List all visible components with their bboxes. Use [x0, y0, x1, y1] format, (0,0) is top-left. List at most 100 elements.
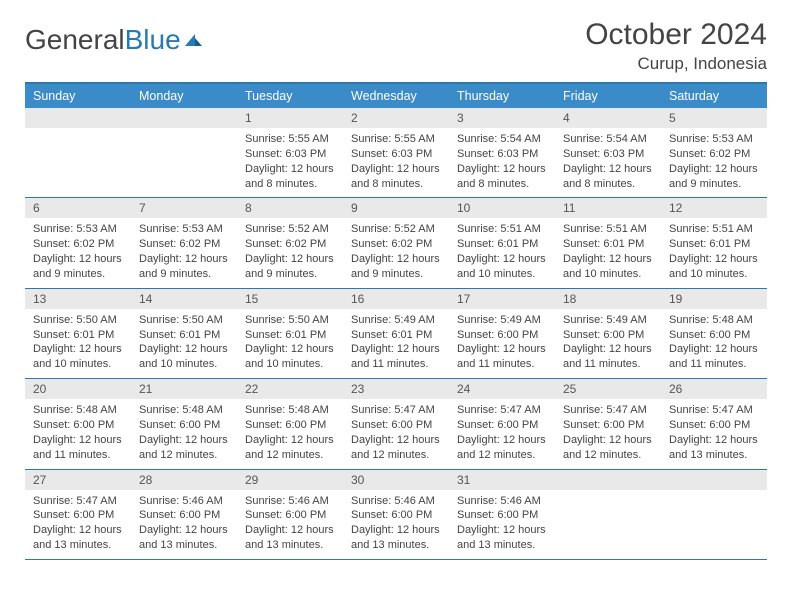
weekday-header: Friday — [555, 84, 661, 108]
day-content: Sunrise: 5:52 AMSunset: 6:02 PMDaylight:… — [343, 218, 449, 287]
day-content — [661, 490, 767, 500]
day-line: Daylight: 12 hours — [457, 162, 547, 177]
day-line: and 13 minutes. — [669, 448, 759, 463]
header: GeneralBlue October 2024 Curup, Indonesi… — [25, 18, 767, 74]
day-cell: 8Sunrise: 5:52 AMSunset: 6:02 PMDaylight… — [237, 198, 343, 287]
day-content: Sunrise: 5:54 AMSunset: 6:03 PMDaylight:… — [449, 128, 555, 197]
day-cell: 4Sunrise: 5:54 AMSunset: 6:03 PMDaylight… — [555, 108, 661, 197]
day-line: Sunrise: 5:49 AM — [563, 313, 653, 328]
day-line: Sunset: 6:03 PM — [563, 147, 653, 162]
day-cell — [661, 470, 767, 559]
day-line: Sunset: 6:00 PM — [457, 418, 547, 433]
day-line: and 9 minutes. — [139, 267, 229, 282]
day-number: 13 — [25, 289, 131, 309]
weeks-container: 1Sunrise: 5:55 AMSunset: 6:03 PMDaylight… — [25, 108, 767, 560]
day-number: 18 — [555, 289, 661, 309]
day-line: Sunrise: 5:47 AM — [563, 403, 653, 418]
day-line: Sunrise: 5:47 AM — [33, 494, 123, 509]
week-row: 1Sunrise: 5:55 AMSunset: 6:03 PMDaylight… — [25, 108, 767, 198]
day-line: Sunset: 6:00 PM — [563, 328, 653, 343]
day-number: 20 — [25, 379, 131, 399]
day-cell: 2Sunrise: 5:55 AMSunset: 6:03 PMDaylight… — [343, 108, 449, 197]
day-line: Sunrise: 5:47 AM — [457, 403, 547, 418]
day-line: and 10 minutes. — [33, 357, 123, 372]
day-line: Sunset: 6:01 PM — [669, 237, 759, 252]
day-content: Sunrise: 5:47 AMSunset: 6:00 PMDaylight:… — [449, 399, 555, 468]
day-number: 17 — [449, 289, 555, 309]
day-line: Sunrise: 5:50 AM — [33, 313, 123, 328]
day-number: 11 — [555, 198, 661, 218]
day-number: 12 — [661, 198, 767, 218]
day-line: Sunrise: 5:47 AM — [351, 403, 441, 418]
day-line: Sunset: 6:00 PM — [563, 418, 653, 433]
day-line: and 9 minutes. — [351, 267, 441, 282]
day-number: 16 — [343, 289, 449, 309]
day-cell: 16Sunrise: 5:49 AMSunset: 6:01 PMDayligh… — [343, 289, 449, 378]
day-number: 8 — [237, 198, 343, 218]
day-number: 26 — [661, 379, 767, 399]
day-line: and 11 minutes. — [669, 357, 759, 372]
day-line: Sunset: 6:00 PM — [245, 508, 335, 523]
day-cell: 31Sunrise: 5:46 AMSunset: 6:00 PMDayligh… — [449, 470, 555, 559]
brand-logo: GeneralBlue — [25, 18, 203, 56]
day-number: 1 — [237, 108, 343, 128]
day-line: Daylight: 12 hours — [563, 162, 653, 177]
day-line: Sunset: 6:01 PM — [351, 328, 441, 343]
day-line: Daylight: 12 hours — [563, 433, 653, 448]
day-line: Sunset: 6:02 PM — [33, 237, 123, 252]
day-line: and 13 minutes. — [245, 538, 335, 553]
day-line: Sunrise: 5:53 AM — [33, 222, 123, 237]
day-line: Daylight: 12 hours — [351, 342, 441, 357]
day-number — [25, 108, 131, 128]
day-number: 2 — [343, 108, 449, 128]
day-cell: 27Sunrise: 5:47 AMSunset: 6:00 PMDayligh… — [25, 470, 131, 559]
logo-triangle-icon — [183, 30, 203, 50]
day-line: and 12 minutes. — [139, 448, 229, 463]
day-line: Daylight: 12 hours — [139, 523, 229, 538]
day-line: Sunrise: 5:48 AM — [669, 313, 759, 328]
day-line: Sunset: 6:01 PM — [139, 328, 229, 343]
day-line: Daylight: 12 hours — [33, 342, 123, 357]
day-line: Daylight: 12 hours — [139, 342, 229, 357]
day-content: Sunrise: 5:51 AMSunset: 6:01 PMDaylight:… — [449, 218, 555, 287]
day-line: Sunrise: 5:52 AM — [351, 222, 441, 237]
day-line: Daylight: 12 hours — [669, 433, 759, 448]
day-line: Sunrise: 5:54 AM — [563, 132, 653, 147]
day-cell: 26Sunrise: 5:47 AMSunset: 6:00 PMDayligh… — [661, 379, 767, 468]
day-line: Daylight: 12 hours — [33, 433, 123, 448]
day-line: and 9 minutes. — [669, 177, 759, 192]
day-cell: 29Sunrise: 5:46 AMSunset: 6:00 PMDayligh… — [237, 470, 343, 559]
day-line: Sunset: 6:01 PM — [563, 237, 653, 252]
day-line: Sunrise: 5:54 AM — [457, 132, 547, 147]
day-number: 31 — [449, 470, 555, 490]
day-cell: 13Sunrise: 5:50 AMSunset: 6:01 PMDayligh… — [25, 289, 131, 378]
week-row: 20Sunrise: 5:48 AMSunset: 6:00 PMDayligh… — [25, 379, 767, 469]
day-line: Daylight: 12 hours — [245, 252, 335, 267]
day-content: Sunrise: 5:50 AMSunset: 6:01 PMDaylight:… — [25, 309, 131, 378]
day-line: Daylight: 12 hours — [139, 433, 229, 448]
day-line: Sunrise: 5:53 AM — [669, 132, 759, 147]
day-line: and 13 minutes. — [139, 538, 229, 553]
day-line: Daylight: 12 hours — [457, 523, 547, 538]
day-content: Sunrise: 5:53 AMSunset: 6:02 PMDaylight:… — [131, 218, 237, 287]
day-line: Sunrise: 5:46 AM — [245, 494, 335, 509]
day-content: Sunrise: 5:49 AMSunset: 6:00 PMDaylight:… — [555, 309, 661, 378]
day-line: Sunset: 6:02 PM — [351, 237, 441, 252]
day-line: Daylight: 12 hours — [245, 433, 335, 448]
day-line: Sunset: 6:02 PM — [139, 237, 229, 252]
day-content: Sunrise: 5:46 AMSunset: 6:00 PMDaylight:… — [449, 490, 555, 559]
day-number: 24 — [449, 379, 555, 399]
day-content — [555, 490, 661, 500]
day-line: and 8 minutes. — [245, 177, 335, 192]
day-number: 22 — [237, 379, 343, 399]
day-line: Sunrise: 5:50 AM — [245, 313, 335, 328]
day-number — [661, 470, 767, 490]
day-number: 7 — [131, 198, 237, 218]
location-label: Curup, Indonesia — [585, 54, 767, 74]
week-row: 13Sunrise: 5:50 AMSunset: 6:01 PMDayligh… — [25, 289, 767, 379]
day-number: 10 — [449, 198, 555, 218]
day-line: Daylight: 12 hours — [457, 342, 547, 357]
day-line: Daylight: 12 hours — [563, 252, 653, 267]
day-line: and 11 minutes. — [351, 357, 441, 372]
day-content: Sunrise: 5:47 AMSunset: 6:00 PMDaylight:… — [343, 399, 449, 468]
